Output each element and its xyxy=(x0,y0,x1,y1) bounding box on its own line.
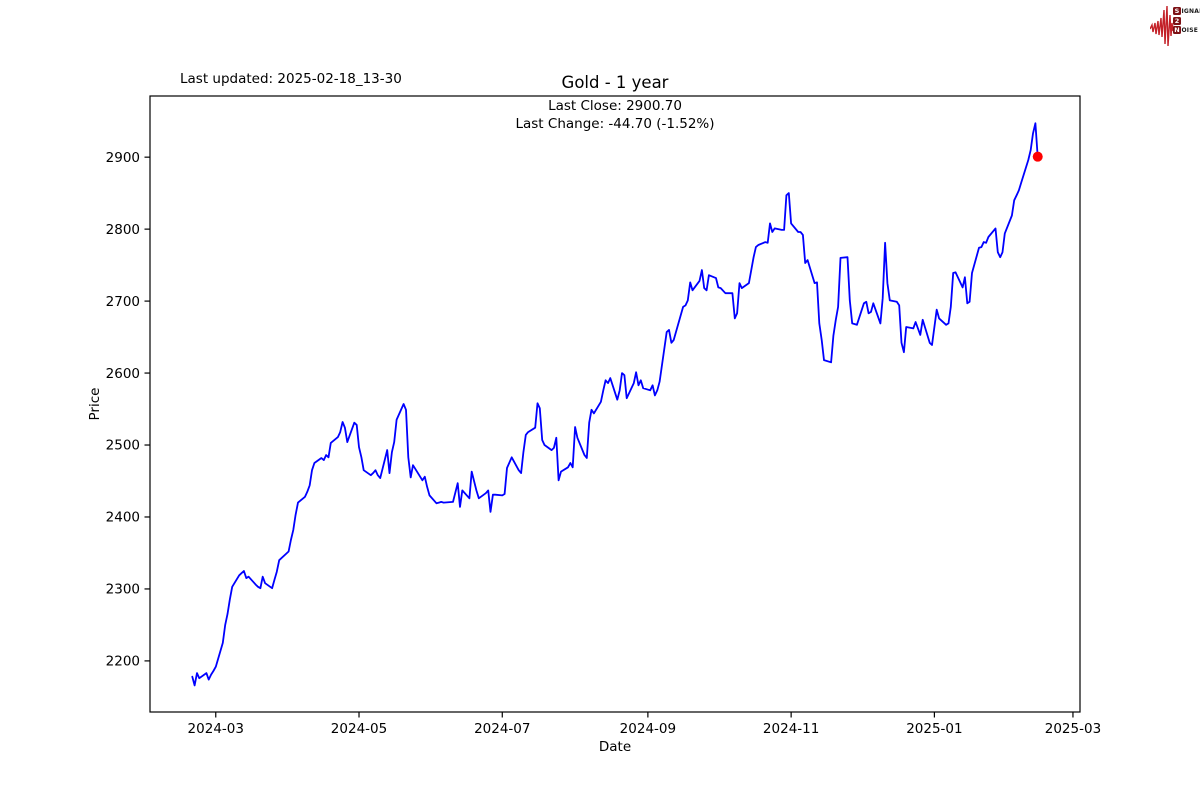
y-tick-label: 2200 xyxy=(106,654,140,670)
y-tick-label: 2900 xyxy=(106,150,140,166)
y-tick-label: 2800 xyxy=(106,222,140,238)
logo-badge-s: S xyxy=(1173,7,1181,15)
x-tick-label: 2025-01 xyxy=(906,721,962,737)
x-axis-label: Date xyxy=(598,739,632,755)
logo-badge-n: N xyxy=(1173,26,1181,34)
logo-rest-ignal: IGNAL xyxy=(1181,7,1200,15)
last-close-marker xyxy=(1032,151,1043,162)
y-tick-label: 2700 xyxy=(106,294,140,310)
logo-text: S IGNAL 2 N OISE xyxy=(1173,7,1200,34)
last-close-annotation: Last Close: 2900.70 xyxy=(548,98,682,114)
logo-waveform-icon xyxy=(1150,5,1176,47)
logo-row-2: 2 xyxy=(1173,16,1200,25)
logo-row-signal: S IGNAL xyxy=(1173,7,1200,15)
chart-title: Gold - 1 year xyxy=(561,73,669,92)
logo-badge-2: 2 xyxy=(1173,16,1181,25)
signal2noise-logo: S IGNAL 2 N OISE xyxy=(1150,3,1200,47)
last-change-annotation: Last Change: -44.70 (-1.52%) xyxy=(515,116,715,132)
logo-rest-oise: OISE xyxy=(1181,26,1199,34)
x-tick-label: 2024-09 xyxy=(620,721,676,737)
y-tick-label: 2500 xyxy=(106,438,140,454)
y-axis-label: Price xyxy=(87,387,103,421)
price-line xyxy=(191,122,1039,687)
x-tick-label: 2024-05 xyxy=(331,721,387,737)
x-tick-label: 2024-03 xyxy=(188,721,244,737)
logo-row-noise: N OISE xyxy=(1173,26,1200,34)
axes-frame xyxy=(149,95,1081,713)
y-tick-label: 2300 xyxy=(106,582,140,598)
x-tick-label: 2025-03 xyxy=(1045,721,1101,737)
y-tick-label: 2400 xyxy=(106,510,140,526)
x-tick-label: 2024-11 xyxy=(763,721,819,737)
last-updated-text: Last updated: 2025-02-18_13-30 xyxy=(180,71,402,87)
y-tick-label: 2600 xyxy=(106,366,140,382)
x-tick-label: 2024-07 xyxy=(474,721,530,737)
